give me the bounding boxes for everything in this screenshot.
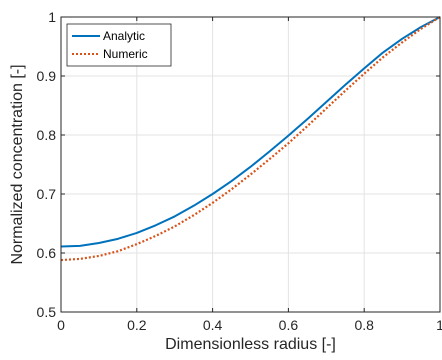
series-line-numeric — [60, 16, 441, 262]
x-tick-label: 0.2 — [127, 317, 147, 333]
x-tick-label: 0.6 — [279, 317, 299, 333]
x-tick-label: 0 — [57, 317, 65, 333]
x-tick-label: 1 — [436, 317, 442, 333]
y-axis-label: Normalized concentration [-] — [9, 64, 26, 264]
axes-frame — [60, 16, 441, 313]
series-line-analytic — [60, 16, 441, 248]
y-tick-label: 0.6 — [37, 245, 57, 261]
x-tick-label: 0.8 — [354, 317, 374, 333]
y-tick-label: 0.7 — [37, 186, 57, 202]
y-tick-label: 1 — [48, 9, 56, 25]
legend: Analytic Numeric — [66, 23, 172, 67]
y-tick-label: 0.8 — [37, 127, 57, 143]
legend-label-numeric: Numeric — [103, 47, 148, 61]
axes-box — [60, 16, 441, 313]
x-tick-label: 0.4 — [203, 317, 223, 333]
tick-labels: 0 0.2 0.4 0.6 0.8 1 0.5 0.6 0.7 0.8 0.9 1 — [37, 9, 442, 333]
legend-box — [66, 23, 172, 67]
series-group — [60, 16, 441, 262]
y-tick-label: 0.5 — [37, 304, 57, 320]
legend-label-analytic: Analytic — [103, 29, 145, 43]
x-axis-label: Dimensionless radius [-] — [165, 336, 336, 353]
y-tick-label: 0.9 — [37, 68, 57, 84]
